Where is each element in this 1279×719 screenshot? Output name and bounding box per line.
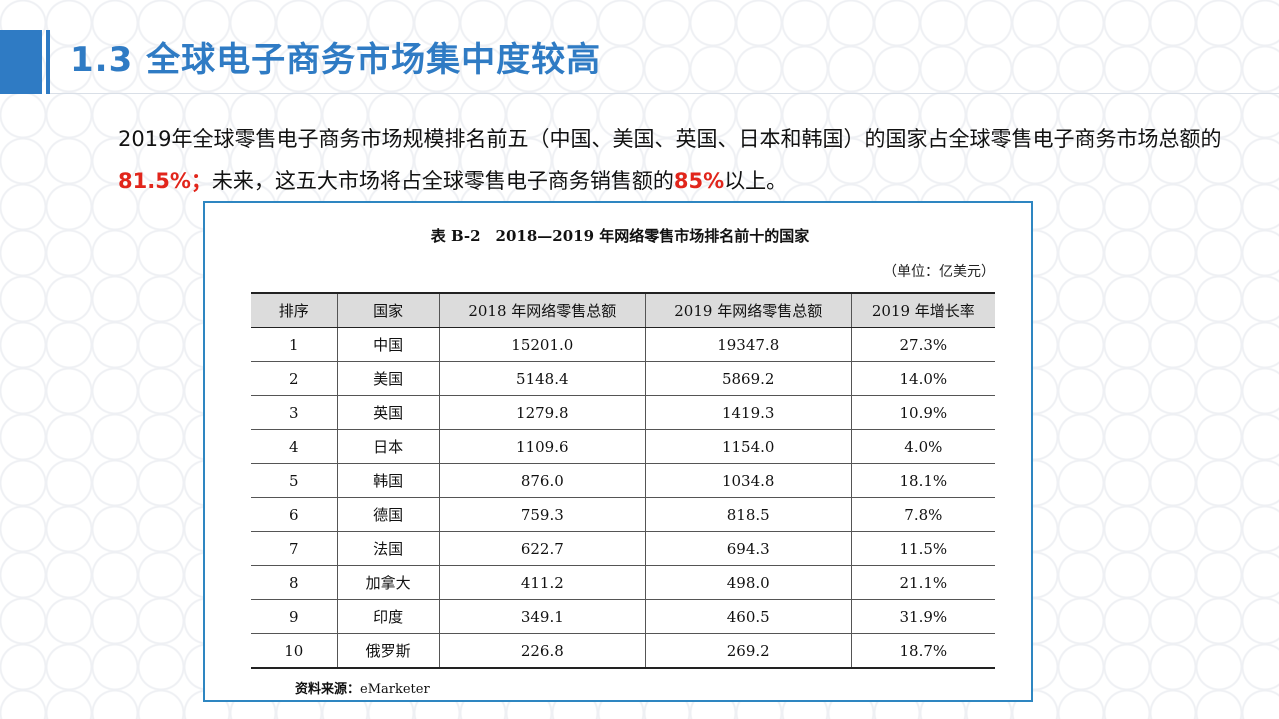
table-title: 表 B-2 2018—2019 年网络零售市场排名前十的国家	[430, 227, 810, 245]
cell-2018: 622.7	[438, 531, 646, 566]
cell-2018: 15201.0	[438, 327, 646, 362]
cell-rank: 2	[251, 361, 337, 396]
cell-growth: 18.7%	[850, 633, 995, 669]
header-divider	[50, 93, 1279, 94]
header-2018-total: 2018 年网络零售总额	[438, 292, 646, 328]
cell-country: 韩国	[336, 463, 440, 498]
source-value: eMarketer	[360, 682, 430, 697]
ranking-table: 排序 国家 2018 年网络零售总额 2019 年网络零售总额 2019 年增长…	[251, 292, 995, 669]
header-2019-total: 2019 年网络零售总额	[644, 292, 852, 328]
slide-title: 1.3 全球电子商务市场集中度较高	[70, 40, 602, 80]
cell-rank: 8	[251, 565, 337, 600]
cell-rank: 4	[251, 429, 337, 464]
cell-2018: 411.2	[438, 565, 646, 600]
intro-highlight-1: 81.5%；	[118, 169, 212, 193]
cell-rank: 7	[251, 531, 337, 566]
cell-rank: 1	[251, 327, 337, 362]
table-unit: （单位：亿美元）	[883, 264, 995, 280]
cell-2019: 19347.8	[644, 327, 852, 362]
header-2019-growth: 2019 年增长率	[850, 292, 995, 328]
cell-2019: 1154.0	[644, 429, 852, 464]
cell-2019: 460.5	[644, 599, 852, 634]
cell-country: 中国	[336, 327, 440, 362]
table-row: 2 美国 5148.4 5869.2 14.0%	[251, 361, 995, 396]
title-accent-bar	[0, 30, 42, 94]
intro-text-1: 2019年全球零售电子商务市场规模排名前五（中国、美国、英国、日本和韩国）的国家…	[118, 127, 1222, 151]
table-row: 7 法国 622.7 694.3 11.5%	[251, 531, 995, 566]
cell-growth: 27.3%	[850, 327, 995, 362]
cell-country: 日本	[336, 429, 440, 464]
cell-country: 美国	[336, 361, 440, 396]
cell-growth: 4.0%	[850, 429, 995, 464]
cell-2018: 349.1	[438, 599, 646, 634]
cell-rank: 10	[251, 633, 337, 669]
cell-country: 俄罗斯	[336, 633, 440, 669]
cell-2019: 269.2	[644, 633, 852, 669]
cell-2019: 694.3	[644, 531, 852, 566]
header-rank: 排序	[251, 292, 337, 328]
cell-country: 德国	[336, 497, 440, 532]
table-row: 9 印度 349.1 460.5 31.9%	[251, 599, 995, 634]
cell-country: 印度	[336, 599, 440, 634]
cell-country: 法国	[336, 531, 440, 566]
cell-rank: 6	[251, 497, 337, 532]
intro-highlight-2: 85%	[673, 169, 725, 193]
cell-rank: 9	[251, 599, 337, 634]
table-image-frame: 表 B-2 2018—2019 年网络零售市场排名前十的国家 （单位：亿美元） …	[203, 201, 1033, 702]
intro-text-3: 以上。	[724, 169, 788, 193]
cell-country: 加拿大	[336, 565, 440, 600]
cell-2018: 1279.8	[438, 395, 646, 430]
slide-header: 1.3 全球电子商务市场集中度较高	[0, 0, 1279, 95]
table-row: 5 韩国 876.0 1034.8 18.1%	[251, 463, 995, 498]
header-country: 国家	[336, 292, 440, 328]
cell-growth: 18.1%	[850, 463, 995, 498]
cell-2019: 5869.2	[644, 361, 852, 396]
cell-rank: 5	[251, 463, 337, 498]
cell-2019: 498.0	[644, 565, 852, 600]
cell-2018: 1109.6	[438, 429, 646, 464]
table-row: 10 俄罗斯 226.8 269.2 18.7%	[251, 633, 995, 669]
intro-paragraph: 2019年全球零售电子商务市场规模排名前五（中国、美国、英国、日本和韩国）的国家…	[118, 118, 1238, 202]
cell-2018: 876.0	[438, 463, 646, 498]
cell-growth: 11.5%	[850, 531, 995, 566]
cell-2019: 818.5	[644, 497, 852, 532]
table-row: 4 日本 1109.6 1154.0 4.0%	[251, 429, 995, 464]
cell-growth: 21.1%	[850, 565, 995, 600]
table-header-row: 排序 国家 2018 年网络零售总额 2019 年网络零售总额 2019 年增长…	[251, 292, 995, 328]
cell-growth: 31.9%	[850, 599, 995, 634]
table-row: 6 德国 759.3 818.5 7.8%	[251, 497, 995, 532]
source-label: 资料来源：	[295, 682, 361, 697]
cell-growth: 7.8%	[850, 497, 995, 532]
cell-growth: 10.9%	[850, 395, 995, 430]
table-row: 8 加拿大 411.2 498.0 21.1%	[251, 565, 995, 600]
table-row: 3 英国 1279.8 1419.3 10.9%	[251, 395, 995, 430]
title-accent-stripe	[46, 30, 50, 94]
intro-text-2: 未来，这五大市场将占全球零售电子商务销售额的	[211, 169, 674, 193]
cell-2019: 1419.3	[644, 395, 852, 430]
cell-rank: 3	[251, 395, 337, 430]
cell-country: 英国	[336, 395, 440, 430]
table-row: 1 中国 15201.0 19347.8 27.3%	[251, 327, 995, 362]
cell-growth: 14.0%	[850, 361, 995, 396]
cell-2018: 5148.4	[438, 361, 646, 396]
cell-2018: 226.8	[438, 633, 646, 669]
cell-2018: 759.3	[438, 497, 646, 532]
cell-2019: 1034.8	[644, 463, 852, 498]
table-source: 资料来源：eMarketer	[295, 678, 430, 697]
